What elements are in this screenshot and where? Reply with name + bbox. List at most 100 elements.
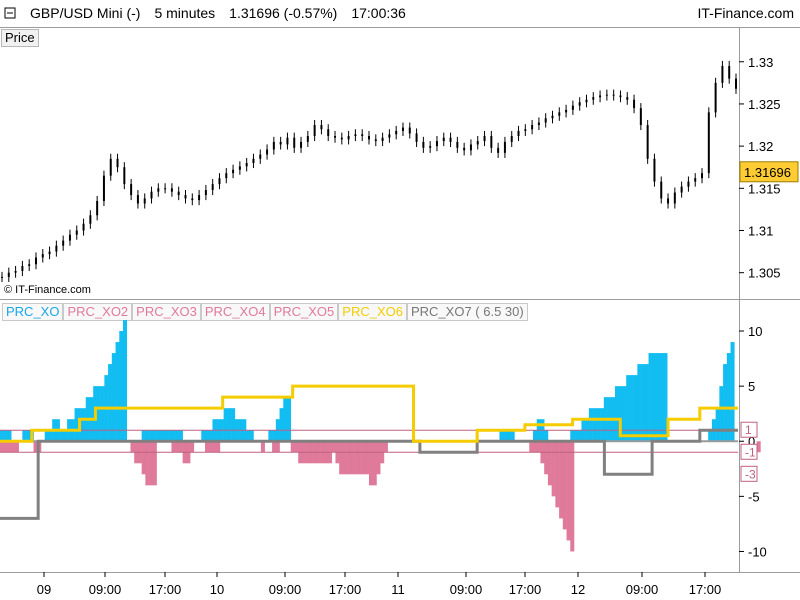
indicator-tick-label: -5 [748, 489, 760, 504]
bar-positive [160, 430, 165, 442]
bar-positive [503, 430, 508, 442]
price-candle-body [204, 190, 207, 196]
instrument-icon[interactable] [4, 6, 16, 19]
bar-positive [600, 408, 605, 442]
legend-item-prc-xo2[interactable]: PRC_XO2 [63, 303, 133, 321]
bar-positive [249, 430, 254, 442]
price-candle-body [401, 127, 404, 131]
indicator-tick-label: -10 [748, 544, 767, 559]
price-candle-body [368, 136, 370, 140]
bar-negative [205, 441, 210, 453]
price-candle-body [626, 97, 629, 100]
price-candle-body [136, 195, 139, 204]
legend-item-prc-xo6[interactable]: PRC_XO6 [338, 303, 407, 321]
legend-item-prc-xo5[interactable]: PRC_XO5 [269, 303, 339, 321]
legend-item-prc-xo[interactable]: PRC_XO [2, 303, 64, 321]
price-candle-body [612, 94, 615, 96]
price-candle-body [735, 78, 737, 89]
price-candle-body [395, 130, 398, 135]
bar-positive [152, 430, 157, 442]
price-candle-body [476, 141, 479, 145]
price-candle-body [225, 173, 228, 179]
price-candle-body [639, 108, 642, 126]
bar-negative [33, 441, 38, 453]
price-candle-body [354, 134, 357, 136]
legend-item-prc-xo7[interactable]: PRC_XO7 ( 6.5 30) [406, 303, 528, 321]
time-tick-label: 12 [571, 582, 585, 597]
price-candle-body [68, 234, 71, 241]
bar-negative [294, 441, 299, 453]
bar-positive [708, 430, 713, 442]
time-tick-label: 09:00 [626, 582, 659, 597]
time-tick-label: 10 [210, 582, 224, 597]
price-candle-body [707, 112, 710, 174]
bar-negative [533, 441, 538, 453]
price-chart[interactable]: 1.33 1.325 1.32 1.315 1.31 1.305 1.31696 [0, 0, 800, 300]
level-label-box [740, 443, 758, 460]
bar-positive [730, 342, 735, 442]
level-label: -1 [745, 445, 756, 459]
bar-positive [74, 408, 79, 442]
indicator-chart[interactable]: 10 5 0 -5 -10 1 -1 -3 09 09:00 17:00 10 09:00 17:00 1… [0, 300, 800, 600]
bar-positive [574, 430, 579, 442]
bar-positive [227, 408, 232, 442]
price-candle-body [123, 167, 126, 185]
prc-xo6-line [0, 384, 738, 443]
price-candle-body [660, 181, 663, 199]
indicator-tick-label: 0 [748, 434, 755, 449]
bar-negative [529, 441, 534, 453]
price-candle-body [442, 137, 445, 142]
brand-label: IT-Finance.com [697, 5, 794, 21]
price-candle-body [714, 82, 717, 113]
price-panel-label[interactable]: Price [1, 29, 39, 47]
price-candle-body [449, 137, 452, 142]
price-candle-body [456, 141, 459, 148]
legend-item-prc-xo3[interactable]: PRC_XO3 [132, 303, 201, 321]
bar-positive [156, 430, 161, 442]
price-candle-body [490, 136, 493, 148]
price-candle-body [633, 99, 636, 109]
indicator-y-axis: 10 5 0 -5 -10 1 -1 -3 [739, 324, 767, 559]
price-candle-body [232, 169, 235, 174]
time-tick-label: 09:00 [450, 582, 483, 597]
bar-positive [641, 364, 646, 442]
price-candle-body [415, 133, 418, 142]
price-candle-body [497, 147, 500, 153]
bar-negative [357, 441, 362, 475]
time: 17:00:36 [351, 5, 406, 21]
bar-negative [365, 441, 370, 475]
bar-positive [648, 353, 653, 442]
price-candle-body [374, 139, 377, 142]
bar-positive [506, 430, 511, 442]
bar-negative [290, 441, 295, 453]
bar-negative [7, 441, 12, 453]
legend-item-prc-xo4[interactable]: PRC_XO4 [200, 303, 270, 321]
bar-negative [0, 441, 5, 453]
bar-positive [0, 430, 5, 442]
price-candle-body [96, 200, 99, 216]
price-candle-body [198, 195, 201, 201]
price-candle-body [531, 125, 534, 130]
price-candle-body [48, 251, 51, 255]
price-candle-body [272, 141, 275, 150]
price-candle-body [422, 141, 425, 148]
current-price-marker: 1.31696 [739, 161, 799, 183]
time-tick-label: 17:00 [149, 582, 182, 597]
bar-negative [383, 441, 388, 453]
price-candle-body [347, 136, 350, 140]
bar-negative [551, 441, 556, 497]
price-tick-label: 1.325 [748, 97, 781, 112]
bar-positive [164, 430, 169, 442]
price-series [1, 60, 737, 282]
bar-positive [510, 430, 515, 442]
price-candle-body [510, 136, 513, 142]
bar-negative [152, 441, 157, 486]
price-candle-body [286, 137, 289, 145]
price-candle-body [7, 272, 10, 277]
bar-positive [719, 386, 724, 442]
bar-positive [246, 430, 251, 442]
price-candle-body [381, 137, 384, 142]
price-candle-body [75, 230, 78, 235]
price-candle-body [130, 184, 133, 196]
timeframe: 5 minutes [154, 5, 216, 21]
